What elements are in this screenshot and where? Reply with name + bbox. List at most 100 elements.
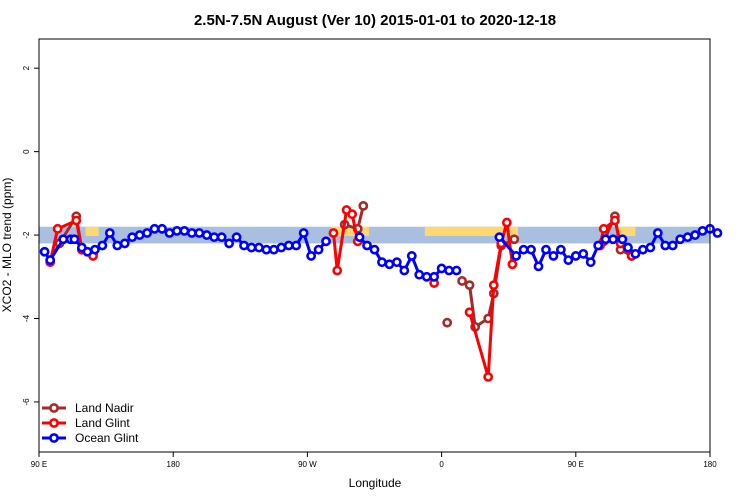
data-point xyxy=(142,228,153,238)
data-point xyxy=(254,242,264,253)
data-point xyxy=(593,240,604,251)
data-point xyxy=(246,242,257,253)
data-point xyxy=(298,228,309,238)
x-tick-label: 90 E xyxy=(31,460,47,469)
data-point xyxy=(501,217,512,228)
data-point xyxy=(436,263,447,274)
data-point xyxy=(149,223,160,234)
data-point xyxy=(369,244,380,255)
data-point xyxy=(451,265,462,276)
data-point xyxy=(563,255,574,266)
land-span-3 xyxy=(616,226,636,236)
data-point xyxy=(268,244,279,255)
data-point xyxy=(585,257,596,268)
data-point xyxy=(306,251,317,261)
data-point xyxy=(690,230,700,240)
data-point xyxy=(377,257,387,268)
data-point xyxy=(186,228,197,238)
chart-title: 2.5N-7.5N August (Ver 10) 2015-01-01 to … xyxy=(194,12,556,29)
data-point xyxy=(608,234,618,245)
data-point xyxy=(313,244,324,255)
data-point xyxy=(332,265,343,276)
legend-label: Land Glint xyxy=(75,416,130,430)
data-point xyxy=(457,276,468,286)
data-point xyxy=(541,244,551,255)
y-tick-label: 0 xyxy=(22,149,31,154)
data-point xyxy=(104,228,115,238)
y-tick-label: -2 xyxy=(22,231,31,239)
data-point xyxy=(488,280,499,291)
data-point xyxy=(119,238,130,249)
data-point xyxy=(216,232,227,243)
data-point xyxy=(134,230,145,240)
data-point xyxy=(261,244,272,255)
x-tick-label: 180 xyxy=(703,460,717,469)
data-point xyxy=(682,232,693,243)
data-point xyxy=(157,223,167,234)
data-point xyxy=(194,228,205,238)
x-tick-label: 90 W xyxy=(298,460,317,469)
data-point xyxy=(638,244,648,255)
legend-label: Ocean Glint xyxy=(75,431,139,445)
data-point xyxy=(209,232,220,243)
data-point xyxy=(179,225,190,236)
data-point xyxy=(328,228,339,238)
series-layer xyxy=(39,200,723,382)
data-point xyxy=(224,238,235,249)
data-point xyxy=(518,244,529,255)
y-tick-label: 2 xyxy=(22,65,31,70)
data-point xyxy=(610,215,620,226)
data-point xyxy=(697,225,708,236)
data-point xyxy=(201,230,212,240)
plot-frame xyxy=(38,38,711,453)
legend-swatch-marker xyxy=(49,418,59,428)
data-point xyxy=(645,242,656,253)
data-point xyxy=(578,248,589,259)
legend-label: Land Nadir xyxy=(75,401,134,415)
data-point xyxy=(667,240,678,251)
data-point xyxy=(45,255,56,266)
data-point xyxy=(509,234,520,245)
data-point xyxy=(112,240,123,251)
data-point xyxy=(600,234,611,245)
data-point xyxy=(526,244,536,255)
y-tick-label: -6 xyxy=(22,398,31,406)
data-point xyxy=(444,265,454,276)
data-point xyxy=(321,236,331,247)
data-point xyxy=(164,228,175,238)
data-point xyxy=(617,234,628,245)
data-point xyxy=(90,244,100,255)
data-point xyxy=(429,271,440,282)
data-point xyxy=(362,240,372,251)
land-span-1 xyxy=(331,226,369,236)
legend-item: Ocean Glint xyxy=(42,431,139,445)
data-point xyxy=(555,244,566,255)
data-point xyxy=(464,307,475,318)
data-point xyxy=(82,246,93,257)
data-point xyxy=(511,251,522,261)
land-span-0 xyxy=(85,226,99,236)
y-axis: -6 -4 -2 0 2 xyxy=(22,65,39,406)
data-point xyxy=(494,232,505,243)
x-tick-label: 90 E xyxy=(568,460,584,469)
data-point xyxy=(570,251,581,261)
x-axis: 90 E 180 90 W 0 90 E 180 xyxy=(31,452,717,469)
data-point xyxy=(276,242,287,253)
data-point xyxy=(283,240,294,251)
data-point xyxy=(421,271,432,282)
data-point xyxy=(58,234,69,245)
data-point xyxy=(712,228,723,238)
land-span-2 xyxy=(424,226,519,236)
data-point xyxy=(533,261,544,272)
data-point xyxy=(414,269,425,280)
data-point xyxy=(354,232,365,243)
y-tick-label: -4 xyxy=(22,314,31,322)
data-point xyxy=(399,265,410,276)
data-point xyxy=(127,232,138,243)
data-point xyxy=(69,234,80,245)
data-point xyxy=(598,223,609,234)
data-point xyxy=(384,259,395,270)
legend-item: Land Glint xyxy=(42,416,130,430)
